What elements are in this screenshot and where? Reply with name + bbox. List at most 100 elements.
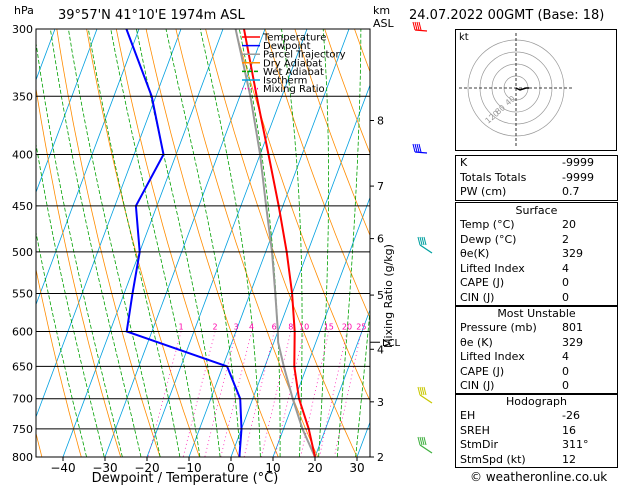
row-key: θe (K) (460, 335, 493, 349)
location-title: 39°57'N 41°10'E 1974m ASL (58, 8, 245, 23)
table-row: SREH 16 (456, 424, 617, 439)
isotherm-line (188, 29, 350, 457)
pressure-tick-label: 550 (12, 287, 33, 300)
row-value: 12 (562, 452, 576, 466)
x-tick-label: 30 (349, 461, 364, 475)
mixing-ratio-label: 6 (272, 323, 277, 332)
row-key: PW (cm) (460, 185, 507, 199)
row-value: 801 (562, 321, 583, 334)
table-row: K -9999 (456, 156, 617, 171)
wind-barb-flag (419, 386, 423, 396)
row-key: Totals Totals (460, 170, 527, 184)
hodograph-table-title: Hodograph (506, 395, 567, 408)
row-key: CIN (J) (460, 379, 495, 393)
wind-barb-flag (412, 143, 416, 153)
mixing-ratio-label: 4 (249, 323, 254, 332)
pressure-tick-label: 750 (12, 423, 33, 436)
row-value: 311° (562, 438, 589, 452)
row-key: Pressure (mb) (460, 321, 537, 334)
km-unit-label: km (373, 4, 391, 17)
row-value: 20 (562, 218, 576, 231)
km-tick-label: 2 (377, 451, 384, 464)
mixing-ratio-line (260, 331, 292, 457)
dry-adiabat-line (294, 29, 370, 237)
legend-label: Dry Adiabat (263, 58, 322, 69)
most-unstable-table: Most Unstable Pressure (mb) 801 θe (K) 329 L… (455, 305, 618, 395)
datetime-title: 24.07.2022 00GMT (Base: 18) (409, 8, 605, 23)
wind-barb-flag (417, 436, 421, 446)
x-tick-label: 0 (227, 461, 235, 475)
table-row: CIN (J) 0 (456, 291, 617, 306)
isotherm-line (230, 84, 370, 457)
hodograph-table: Hodograph EH -26 SREH 16 StmDir 311° StmSpd (k… (455, 393, 618, 469)
row-key: SREH (460, 423, 490, 437)
wind-barb-flag (412, 21, 416, 31)
table-row: Temp (°C) 20 (456, 218, 617, 233)
lcl-label: LCL (382, 338, 401, 349)
row-key: StmSpd (kt) (460, 452, 526, 466)
dry-adiabat-line (444, 29, 455, 457)
table-row: Totals Totals -9999 (456, 171, 617, 186)
mixing-ratio-label: 15 (324, 323, 334, 332)
wind-barb-flag (417, 236, 421, 246)
km-tick-label: 8 (377, 115, 384, 128)
table-row: StmDir 311° (456, 438, 617, 453)
wind-barb-flag (416, 143, 420, 153)
legend-label: Isotherm (263, 76, 307, 87)
mixing-ratio-label: 2 (213, 323, 218, 332)
row-value: 16 (562, 423, 576, 437)
row-value: 0 (562, 364, 569, 378)
isotherm-line (62, 29, 224, 457)
wind-barb-flag (423, 386, 427, 396)
wind-barb-flag (416, 21, 420, 31)
dry-adiabat-line (414, 29, 455, 457)
mixing-ratio-line (204, 331, 237, 457)
wet-adiabat-line (136, 29, 221, 457)
row-key: Lifted Index (460, 350, 525, 364)
wind-barb-flag (421, 386, 425, 396)
row-key: StmDir (460, 438, 499, 452)
row-value: 329 (562, 335, 583, 349)
row-key: Lifted Index (460, 261, 525, 275)
mixing-ratio-line (300, 331, 330, 457)
wind-barb-flag (414, 143, 418, 153)
indices-table: K -9999 Totals Totals -9999 PW (cm) 0.7 (455, 155, 618, 201)
table-row: EH -26 (456, 409, 617, 424)
hodograph-trace (515, 87, 529, 91)
row-value: -9999 (562, 170, 594, 184)
table-row: Lifted Index 4 (456, 350, 617, 365)
mixing-ratio-label: 1 (179, 323, 184, 332)
hodograph-unit-label: kt (459, 32, 469, 43)
legend-label: Wet Adiabat (263, 67, 324, 78)
wind-barb-flag (423, 436, 427, 446)
wind-barb (414, 151, 428, 154)
dry-adiabat-line (145, 29, 279, 457)
dry-adiabat-line (324, 29, 370, 155)
x-tick-label: 10 (265, 461, 280, 475)
x-tick-label: −20 (134, 461, 159, 475)
row-value: -26 (562, 409, 580, 422)
pressure-tick-label: 350 (12, 90, 33, 103)
copyright-footer: © weatheronline.co.uk (470, 470, 608, 484)
surface-table: Surface Temp (°C) 20 Dewp (°C) 2 θe(K) 329 Lif… (455, 202, 618, 307)
pressure-tick-label: 300 (12, 23, 33, 36)
isotherm-line (399, 29, 455, 457)
isotherm-line (146, 29, 308, 457)
row-key: Dewp (°C) (460, 232, 517, 246)
isotherm-line (314, 308, 370, 457)
asl-unit-label: ASL (373, 17, 394, 30)
row-key: K (460, 156, 468, 169)
legend-label: Temperature (262, 33, 326, 44)
isotherm-line (272, 196, 370, 457)
mixing-ratio-label: 10 (299, 323, 309, 332)
pressure-tick-label: 800 (12, 451, 33, 464)
mixing-ratio-line (220, 331, 252, 457)
parcel-trajectory-line (234, 29, 316, 457)
wind-barb-flag (418, 21, 422, 31)
surface-title: Surface (515, 204, 558, 217)
wet-adiabat-line (336, 29, 362, 457)
mixing-ratio-line (274, 331, 305, 457)
legend-label: Dewpoint (263, 41, 311, 52)
table-row: StmSpd (kt) 12 (456, 453, 617, 468)
km-tick-label: 7 (377, 180, 384, 193)
